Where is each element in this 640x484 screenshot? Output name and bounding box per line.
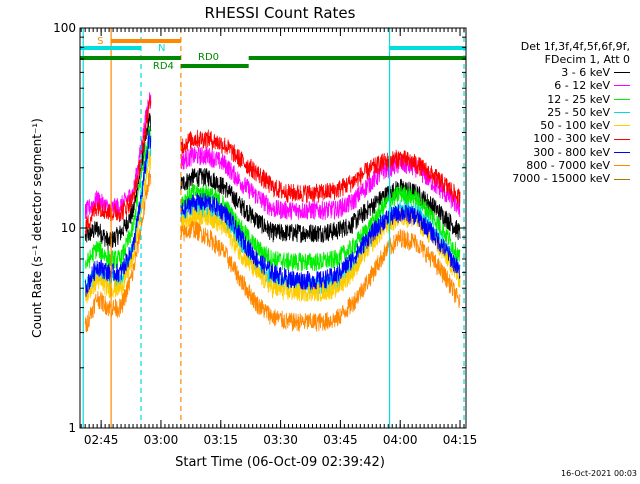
y-tick-label: 100: [53, 21, 76, 35]
chart-title: RHESSI Count Rates: [205, 4, 356, 22]
legend-entry: 3 - 6 keV: [480, 66, 630, 79]
legend-entry: 25 - 50 keV: [480, 106, 630, 119]
legend-entry-label: 100 - 300 keV: [533, 132, 610, 145]
x-tick-label: 04:15: [443, 433, 478, 447]
legend-swatch: [614, 179, 630, 180]
x-axis-label: Start Time (06-Oct-09 02:39:42): [175, 455, 385, 470]
legend-header-line-1: Det 1f,3f,4f,5f,6f,9f,: [480, 40, 630, 53]
legend-swatch: [614, 99, 630, 100]
x-tick-label: 03:00: [144, 433, 179, 447]
state-bar-label: RD0: [198, 52, 219, 63]
legend-entry-label: 25 - 50 keV: [547, 106, 610, 119]
legend-entry-label: 300 - 800 keV: [533, 146, 610, 159]
x-tick-label: 02:45: [84, 433, 119, 447]
legend-swatch: [614, 152, 630, 153]
y-axis-label: Count Rate (s⁻¹ detector segment⁻¹): [30, 118, 44, 338]
legend-entry-label: 50 - 100 keV: [540, 119, 610, 132]
legend-entry: 800 - 7000 keV: [480, 159, 630, 172]
legend-entry-label: 12 - 25 keV: [547, 93, 610, 106]
legend-entry-label: 800 - 7000 keV: [526, 159, 610, 172]
legend-swatch: [614, 125, 630, 126]
legend-entry: 100 - 300 keV: [480, 132, 630, 145]
legend-entry-label: 7000 - 15000 keV: [512, 172, 610, 185]
y-tick-label: 1: [68, 421, 76, 435]
legend-swatch: [614, 139, 630, 140]
legend-entry: 50 - 100 keV: [480, 119, 630, 132]
state-bar-label: N: [158, 43, 165, 54]
legend-swatch: [614, 112, 630, 113]
legend: Det 1f,3f,4f,5f,6f,9f, FDecim 1, Att 0 3…: [480, 40, 630, 186]
y-tick-label: 10: [61, 221, 76, 235]
state-bar-label: S: [97, 36, 103, 47]
legend-entry: 7000 - 15000 keV: [480, 172, 630, 185]
legend-entry-label: 3 - 6 keV: [561, 66, 610, 79]
legend-header-line-2: FDecim 1, Att 0: [480, 53, 630, 66]
plot-layer: S N RD0 RD4 1 10 100 02:45 03:00 03:15 03:30 03:45 0…: [53, 21, 477, 447]
legend-entry: 6 - 12 keV: [480, 79, 630, 92]
x-tick-label: 03:15: [203, 433, 238, 447]
x-tick-label: 03:30: [263, 433, 298, 447]
state-bar-label: RD4: [153, 61, 174, 72]
legend-swatch: [614, 72, 630, 73]
x-tick-label: 04:00: [383, 433, 418, 447]
legend-entry: 12 - 25 keV: [480, 93, 630, 106]
legend-entry-label: 6 - 12 keV: [554, 79, 610, 92]
x-tick-label: 03:45: [323, 433, 358, 447]
footer-timestamp: 16-Oct-2021 00:03: [561, 469, 637, 478]
legend-entry: 300 - 800 keV: [480, 146, 630, 159]
legend-swatch: [614, 85, 630, 86]
legend-swatch: [614, 165, 630, 166]
